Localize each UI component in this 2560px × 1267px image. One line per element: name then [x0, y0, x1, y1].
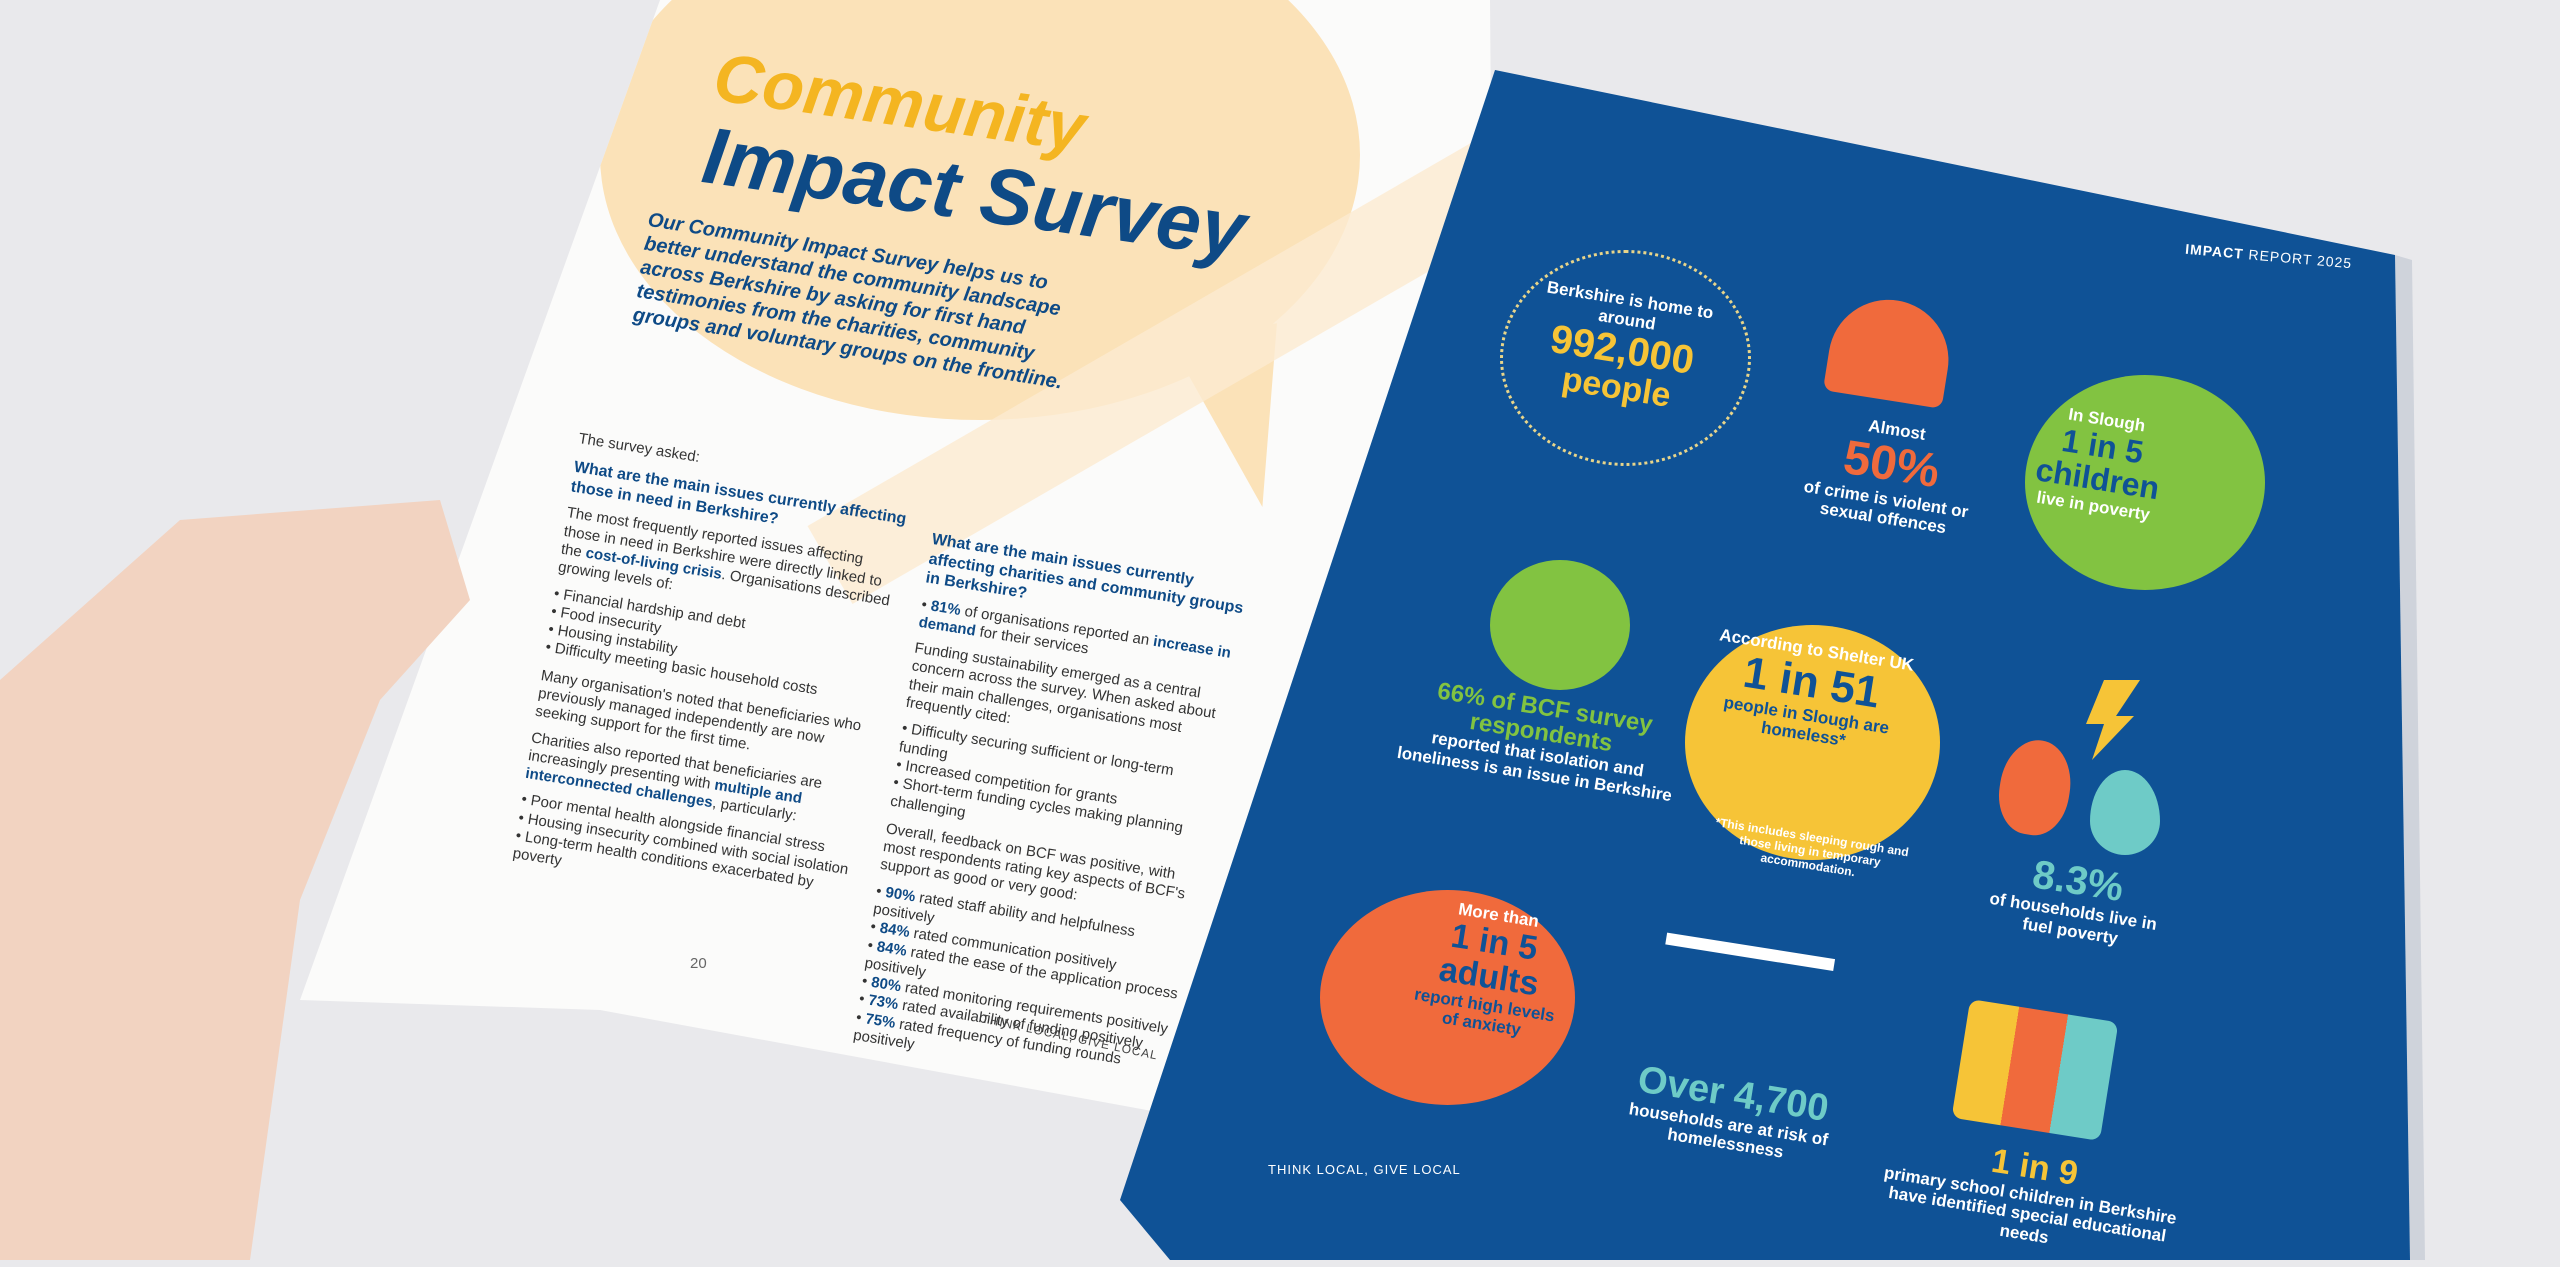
people-ring-icon — [1500, 250, 1751, 466]
survey-column-1: The survey asked: What are the main issu… — [510, 430, 916, 926]
child-silhouette-circle — [2025, 375, 2265, 590]
homeless-circle — [1685, 625, 1940, 860]
puzzle-pieces-icon — [1951, 999, 2119, 1141]
right-footer: THINK LOCAL, GIVE LOCAL — [1268, 1162, 1461, 1177]
anxiety-head-circle — [1320, 890, 1575, 1105]
water-drop-icon — [2090, 770, 2160, 855]
isolation-figures-icon — [1490, 560, 1630, 690]
stat-slough-children: In Slough 1 in 5 children live in povert… — [2033, 404, 2162, 525]
page-number: 20 — [690, 955, 707, 972]
stat-anxiety: More than 1 in 5 adults report high leve… — [1412, 899, 1556, 1040]
